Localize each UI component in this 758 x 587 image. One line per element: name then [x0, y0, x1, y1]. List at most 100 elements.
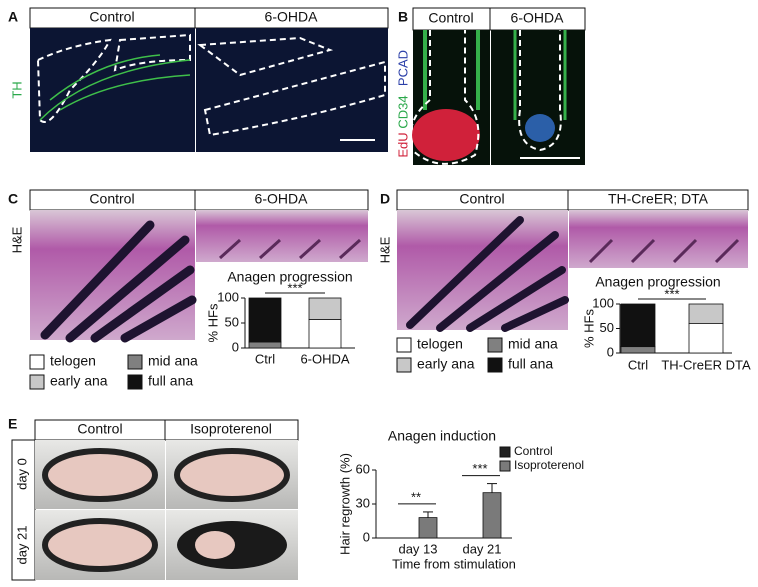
- column-header: Isoproterenol: [190, 421, 272, 437]
- significance: ***: [472, 461, 487, 476]
- x-axis-label: Time from stimulation: [392, 556, 516, 571]
- micrograph: [30, 28, 195, 152]
- bar-segment: [248, 297, 282, 343]
- bulb: [412, 109, 480, 161]
- legend-label: early ana: [417, 356, 475, 372]
- outline: [36, 38, 112, 123]
- fiber: [39, 54, 191, 121]
- legend-swatch: [499, 460, 511, 472]
- chart-title: Anagen progression: [595, 274, 720, 290]
- stain-label: PCAD: [395, 50, 410, 86]
- panel-label: C: [8, 191, 18, 207]
- legend-label: full ana: [508, 356, 553, 372]
- legend-swatch: [29, 354, 45, 370]
- bar-segment: [620, 346, 656, 354]
- outline: [409, 30, 480, 165]
- bulb: [525, 114, 555, 142]
- mouse-skin: [195, 531, 235, 559]
- bar-segment: [688, 323, 724, 354]
- outline: [518, 30, 562, 152]
- column-header: 6-OHDA: [511, 10, 565, 26]
- y-tick-label: 30: [356, 495, 370, 510]
- row-label: day 0: [14, 458, 29, 490]
- histology: [569, 210, 748, 268]
- y-tick-label: 50: [600, 320, 614, 335]
- panel-label: E: [8, 416, 17, 432]
- x-tick-label: 6-OHDA: [300, 351, 349, 366]
- bar-segment: [620, 303, 656, 348]
- legend-label: telogen: [417, 336, 463, 352]
- legend-swatch: [487, 337, 503, 353]
- y-tick-label: 0: [363, 529, 370, 544]
- bar: [418, 517, 438, 539]
- x-tick-label: TH-CreER DTA: [661, 357, 751, 372]
- fiber: [423, 30, 480, 110]
- bar-segment: [248, 341, 282, 349]
- stain-label: EdU: [395, 132, 410, 157]
- legend-swatch: [29, 374, 45, 390]
- follicle: [588, 238, 740, 264]
- mouse: [42, 448, 158, 502]
- legend-label: full ana: [148, 373, 193, 389]
- stain-label: H&E: [377, 236, 392, 263]
- panel-label: A: [8, 9, 18, 25]
- legend-label: telogen: [50, 353, 96, 369]
- y-tick-label: 50: [225, 314, 239, 329]
- y-axis-label: % HFs: [581, 309, 596, 349]
- significance: ***: [664, 286, 679, 301]
- chart-title: Anagen progression: [227, 269, 352, 285]
- outline: [203, 60, 386, 137]
- legend-swatch: [396, 357, 412, 373]
- x-tick-label: Ctrl: [255, 351, 275, 366]
- bar: [482, 492, 502, 539]
- x-tick-label: day 21: [462, 541, 501, 556]
- legend-label: mid ana: [508, 336, 558, 352]
- mouse: [174, 448, 290, 502]
- column-header: Control: [459, 191, 504, 207]
- column-header: 6-OHDA: [255, 191, 309, 207]
- legend-label: early ana: [50, 373, 108, 389]
- bar-segment: [308, 297, 342, 320]
- row-label: day 21: [14, 525, 29, 564]
- column-header: 6-OHDA: [265, 9, 319, 25]
- column-header: TH-CreER; DTA: [608, 191, 709, 207]
- stain-label: H&E: [9, 226, 24, 253]
- y-tick-label: 0: [232, 339, 239, 354]
- legend-label: Isoproterenol: [514, 458, 584, 472]
- y-tick-label: 60: [356, 461, 370, 476]
- bar-segment: [308, 319, 342, 349]
- y-axis-label: % HFs: [205, 303, 220, 343]
- y-tick-label: 0: [607, 344, 614, 359]
- y-tick-label: 100: [592, 295, 614, 310]
- legend-swatch: [127, 374, 143, 390]
- column-header: Control: [428, 10, 473, 26]
- y-tick-label: 100: [217, 289, 239, 304]
- column-header: Control: [77, 421, 122, 437]
- y-axis-label: Hair regrowth (%): [337, 453, 352, 555]
- significance: ***: [287, 280, 302, 295]
- legend-label: Control: [514, 444, 553, 458]
- panel-label: B: [398, 9, 408, 25]
- legend-label: mid ana: [148, 353, 198, 369]
- follicle: [40, 220, 197, 343]
- stain-label: TH: [9, 81, 24, 98]
- significance: **: [411, 489, 421, 504]
- column-header: Control: [89, 9, 134, 25]
- micrograph: [491, 30, 585, 165]
- outline: [197, 36, 334, 77]
- stain-label: CD34: [395, 95, 410, 128]
- follicle: [218, 238, 362, 260]
- fiber: [513, 30, 567, 120]
- x-tick-label: day 13: [398, 541, 437, 556]
- column-header: Control: [89, 191, 134, 207]
- follicle: [406, 216, 569, 332]
- legend-swatch: [127, 354, 143, 370]
- mouse: [42, 518, 158, 572]
- x-tick-label: Ctrl: [628, 357, 648, 372]
- chart-title: Anagen induction: [388, 428, 496, 444]
- bar-segment: [688, 303, 724, 325]
- legend-swatch: [499, 446, 511, 458]
- legend-swatch: [487, 357, 503, 373]
- legend-swatch: [396, 337, 412, 353]
